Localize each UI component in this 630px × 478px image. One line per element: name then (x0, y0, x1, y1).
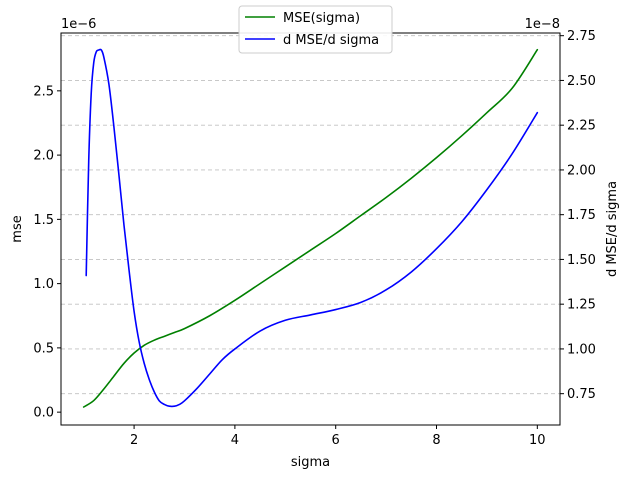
y-right-offset-label: 1e−8 (525, 17, 560, 32)
series-line-mse (82, 48, 539, 408)
y-right-tick-label: 2.25 (567, 119, 596, 134)
series-layer (82, 48, 539, 408)
x-tick-label: 8 (432, 433, 440, 448)
series-line-dmse (85, 48, 539, 408)
y-right-tick-label: 2.50 (567, 74, 596, 89)
legend-label-mse: MSE(sigma) (283, 11, 360, 26)
y-right-ticks: 0.75 1.00 1.25 1.50 1.75 2.00 2.25 2.50 2.75 (560, 29, 596, 402)
y-left-tick-label: 0.0 (33, 406, 54, 421)
y-right-tick-label: 1.75 (567, 208, 596, 223)
x-tick-label: 10 (529, 433, 546, 448)
y-right-tick-label: 1.25 (567, 298, 596, 313)
y-right-tick-label: 1.00 (567, 342, 596, 357)
y-right-tick-label: 0.75 (567, 387, 596, 402)
x-ticks: 2 4 6 8 10 (130, 425, 546, 448)
grid-layer (61, 35, 560, 395)
legend-box (238, 5, 393, 54)
x-tick-label: 4 (231, 433, 239, 448)
y-left-tick-label: 1.0 (33, 277, 54, 292)
legend: MSE(sigma) d MSE/d sigma (238, 5, 393, 54)
legend-label-dmse: d MSE/d sigma (283, 33, 379, 48)
y-left-tick-label: 1.5 (33, 213, 54, 228)
y-left-tick-label: 2.5 (33, 84, 54, 99)
y-right-axis-label: d MSE/d sigma (605, 181, 620, 277)
y-right-tick-label: 2.75 (567, 29, 596, 44)
y-left-tick-label: 0.5 (33, 341, 54, 356)
y-left-ticks: 0.0 0.5 1.0 1.5 2.0 2.5 (33, 84, 61, 421)
y-left-tick-label: 2.0 (33, 149, 54, 164)
y-right-tick-label: 2.00 (567, 163, 596, 178)
y-left-offset-label: 1e−6 (61, 17, 96, 32)
x-tick-label: 2 (130, 433, 138, 448)
y-right-tick-label: 1.50 (567, 253, 596, 268)
x-tick-label: 6 (332, 433, 340, 448)
x-axis-label: sigma (291, 455, 330, 470)
y-left-axis-label: mse (10, 215, 25, 242)
plot-frame (60, 32, 561, 426)
